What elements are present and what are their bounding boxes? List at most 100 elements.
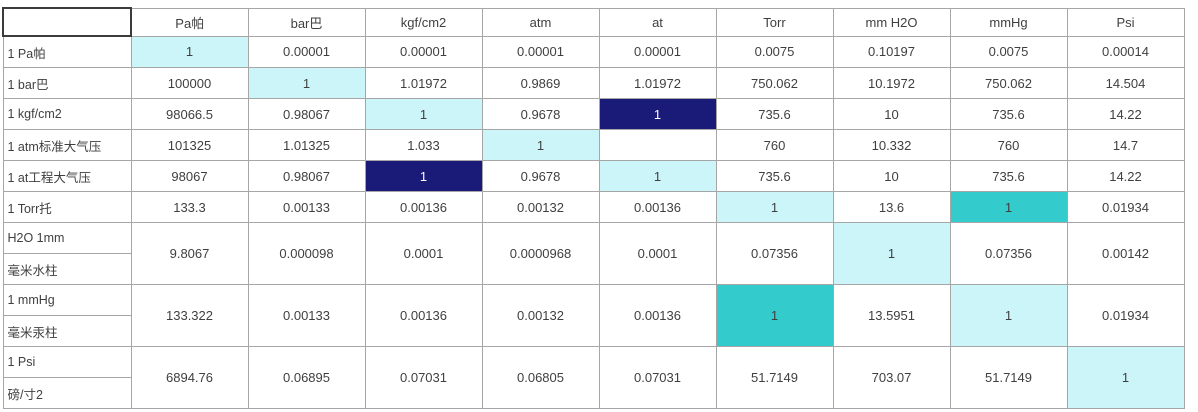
value-cell[interactable]: 1 [481, 129, 600, 161]
row-label-cell[interactable]: H2O 1mm [2, 222, 132, 254]
value-cell[interactable]: 0.00001 [247, 35, 366, 68]
value-cell[interactable]: 13.6 [832, 191, 951, 223]
value-cell[interactable]: 0.10197 [832, 35, 951, 68]
row-label-cell[interactable]: 1 atm标准大气压 [2, 129, 132, 161]
value-cell[interactable]: 0.01934 [1066, 191, 1185, 223]
value-cell[interactable]: 0.00136 [598, 191, 717, 223]
value-cell[interactable]: 133.322 [130, 284, 249, 347]
value-cell[interactable]: 0.0001 [364, 222, 483, 285]
value-cell[interactable]: 0.00132 [481, 191, 600, 223]
column-header-cell[interactable]: atm [481, 7, 600, 37]
column-header-cell[interactable]: Psi [1066, 7, 1185, 37]
row-label-cell[interactable]: 1 at工程大气压 [2, 160, 132, 192]
value-cell[interactable]: 1.01972 [598, 67, 717, 99]
value-cell[interactable]: 0.00132 [481, 284, 600, 347]
column-header-cell[interactable]: mmHg [949, 7, 1068, 37]
value-cell[interactable]: 0.9678 [481, 160, 600, 192]
value-cell[interactable]: 0.0001 [598, 222, 717, 285]
value-cell[interactable]: 13.5951 [832, 284, 951, 347]
value-cell[interactable]: 1 [1066, 346, 1185, 409]
column-header-cell[interactable]: Pa帕 [130, 7, 249, 37]
value-cell[interactable]: 0.07031 [364, 346, 483, 409]
value-cell[interactable]: 1 [247, 67, 366, 99]
value-cell[interactable]: 133.3 [130, 191, 249, 223]
value-cell[interactable]: 0.06805 [481, 346, 600, 409]
value-cell[interactable]: 0.07356 [949, 222, 1068, 285]
column-header-cell[interactable]: bar巴 [247, 7, 366, 37]
selected-corner-cell[interactable] [2, 7, 132, 37]
value-cell[interactable]: 0.0075 [949, 35, 1068, 68]
row-label-cell[interactable]: 1 mmHg [2, 284, 132, 316]
column-header-cell[interactable]: mm H2O [832, 7, 951, 37]
value-cell[interactable]: 6894.76 [130, 346, 249, 409]
row-label-cell[interactable]: 毫米汞柱 [2, 315, 132, 347]
value-cell[interactable]: 760 [949, 129, 1068, 161]
value-cell[interactable]: 735.6 [949, 98, 1068, 130]
value-cell[interactable]: 1 [598, 160, 717, 192]
value-cell[interactable]: 0.06895 [247, 346, 366, 409]
value-cell[interactable]: 0.00136 [364, 191, 483, 223]
value-cell[interactable]: 750.062 [949, 67, 1068, 99]
value-cell[interactable]: 760 [715, 129, 834, 161]
value-cell[interactable]: 0.07031 [598, 346, 717, 409]
value-cell[interactable]: 14.504 [1066, 67, 1185, 99]
row-label-cell[interactable]: 1 Pa帕 [2, 35, 132, 68]
value-cell[interactable]: 10 [832, 160, 951, 192]
value-cell[interactable]: 0.9678 [481, 98, 600, 130]
value-cell[interactable]: 1 [364, 98, 483, 130]
value-cell[interactable]: 14.22 [1066, 160, 1185, 192]
value-cell[interactable]: 1 [949, 284, 1068, 347]
value-cell[interactable]: 1 [715, 191, 834, 223]
value-cell[interactable]: 14.22 [1066, 98, 1185, 130]
value-cell[interactable]: 98066.5 [130, 98, 249, 130]
value-cell[interactable]: 735.6 [949, 160, 1068, 192]
row-label-cell[interactable]: 1 bar巴 [2, 67, 132, 99]
value-cell[interactable]: 0.00014 [1066, 35, 1185, 68]
value-cell[interactable]: 0.00136 [364, 284, 483, 347]
row-label-cell[interactable]: 磅/寸2 [2, 377, 132, 409]
column-header-cell[interactable]: at [598, 7, 717, 37]
value-cell[interactable]: 1 [598, 98, 717, 130]
value-cell[interactable]: 98067 [130, 160, 249, 192]
value-cell[interactable]: 735.6 [715, 98, 834, 130]
value-cell[interactable]: 14.7 [1066, 129, 1185, 161]
value-cell[interactable]: 0.00001 [364, 35, 483, 68]
row-label-cell[interactable]: 毫米水柱 [2, 253, 132, 285]
row-label-cell[interactable]: 1 kgf/cm2 [2, 98, 132, 130]
value-cell[interactable]: 1 [832, 222, 951, 285]
value-cell[interactable]: 0.00133 [247, 284, 366, 347]
value-cell[interactable]: 0.00142 [1066, 222, 1185, 285]
value-cell[interactable]: 1.01972 [364, 67, 483, 99]
value-cell[interactable]: 0.0000968 [481, 222, 600, 285]
value-cell[interactable]: 0.98067 [247, 98, 366, 130]
value-cell[interactable]: 0.00136 [598, 284, 717, 347]
value-cell[interactable]: 1 [130, 35, 249, 68]
value-cell[interactable]: 750.062 [715, 67, 834, 99]
value-cell[interactable]: 0.9869 [481, 67, 600, 99]
row-label-cell[interactable]: 1 Torr托 [2, 191, 132, 223]
row-label-cell[interactable]: 1 Psi [2, 346, 132, 378]
value-cell[interactable]: 0.98067 [247, 160, 366, 192]
value-cell[interactable]: 0.00001 [598, 35, 717, 68]
value-cell[interactable]: 703.07 [832, 346, 951, 409]
value-cell[interactable]: 100000 [130, 67, 249, 99]
column-header-cell[interactable]: kgf/cm2 [364, 7, 483, 37]
value-cell[interactable]: 10.1972 [832, 67, 951, 99]
value-cell[interactable]: 0.01934 [1066, 284, 1185, 347]
value-cell[interactable]: 0.00133 [247, 191, 366, 223]
value-cell[interactable]: 1 [949, 191, 1068, 223]
value-cell[interactable]: 9.8067 [130, 222, 249, 285]
value-cell[interactable]: 10.332 [832, 129, 951, 161]
value-cell[interactable]: 51.7149 [949, 346, 1068, 409]
value-cell[interactable]: 0.0075 [715, 35, 834, 68]
value-cell[interactable]: 1.033 [364, 129, 483, 161]
value-cell[interactable] [598, 129, 717, 161]
value-cell[interactable]: 1 [364, 160, 483, 192]
column-header-cell[interactable]: Torr [715, 7, 834, 37]
value-cell[interactable]: 10 [832, 98, 951, 130]
value-cell[interactable]: 1.01325 [247, 129, 366, 161]
value-cell[interactable]: 101325 [130, 129, 249, 161]
value-cell[interactable]: 0.000098 [247, 222, 366, 285]
value-cell[interactable]: 0.00001 [481, 35, 600, 68]
value-cell[interactable]: 735.6 [715, 160, 834, 192]
